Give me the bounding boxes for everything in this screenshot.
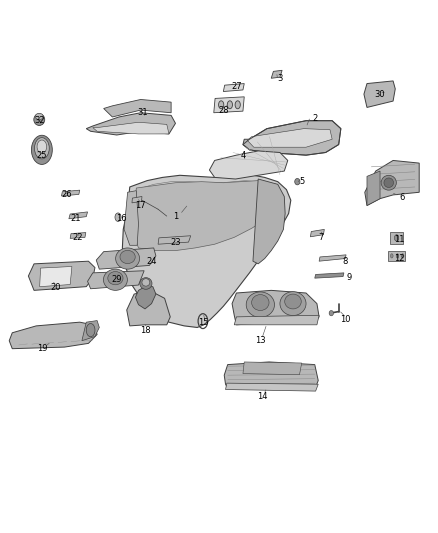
Polygon shape bbox=[214, 97, 244, 113]
Polygon shape bbox=[364, 81, 395, 108]
Bar bbox=[388, 251, 405, 261]
Ellipse shape bbox=[103, 269, 127, 290]
Text: 22: 22 bbox=[72, 233, 83, 242]
Ellipse shape bbox=[396, 254, 399, 258]
Ellipse shape bbox=[384, 178, 393, 188]
Polygon shape bbox=[96, 248, 156, 269]
Ellipse shape bbox=[246, 292, 275, 317]
Text: 6: 6 bbox=[399, 193, 404, 202]
Text: 24: 24 bbox=[146, 257, 157, 265]
Polygon shape bbox=[271, 70, 282, 78]
Polygon shape bbox=[124, 191, 138, 245]
Ellipse shape bbox=[120, 251, 135, 264]
Ellipse shape bbox=[116, 248, 140, 269]
Polygon shape bbox=[93, 122, 169, 134]
Text: 14: 14 bbox=[257, 392, 268, 401]
Polygon shape bbox=[253, 179, 285, 264]
Text: 7: 7 bbox=[318, 233, 324, 242]
Text: 3: 3 bbox=[277, 74, 283, 83]
Polygon shape bbox=[135, 287, 156, 309]
Ellipse shape bbox=[142, 279, 150, 286]
Ellipse shape bbox=[115, 213, 121, 221]
Text: 27: 27 bbox=[231, 82, 242, 91]
Polygon shape bbox=[133, 181, 280, 251]
Polygon shape bbox=[224, 362, 318, 390]
Polygon shape bbox=[86, 113, 176, 135]
Polygon shape bbox=[132, 197, 142, 203]
Polygon shape bbox=[247, 128, 332, 147]
Text: 2: 2 bbox=[312, 114, 318, 123]
Text: 4: 4 bbox=[240, 151, 246, 160]
Polygon shape bbox=[243, 120, 341, 155]
Ellipse shape bbox=[37, 140, 47, 154]
Ellipse shape bbox=[86, 324, 95, 337]
Text: 18: 18 bbox=[140, 326, 150, 335]
Polygon shape bbox=[319, 255, 346, 261]
Text: 31: 31 bbox=[138, 108, 148, 117]
Ellipse shape bbox=[252, 295, 269, 311]
Polygon shape bbox=[209, 151, 288, 179]
Polygon shape bbox=[223, 84, 244, 92]
Text: 11: 11 bbox=[394, 236, 405, 245]
Polygon shape bbox=[82, 320, 99, 341]
Ellipse shape bbox=[35, 138, 49, 159]
Ellipse shape bbox=[394, 235, 399, 241]
Polygon shape bbox=[367, 171, 380, 206]
Text: 25: 25 bbox=[36, 151, 47, 160]
Ellipse shape bbox=[280, 292, 306, 316]
Polygon shape bbox=[232, 290, 319, 325]
Text: 1: 1 bbox=[173, 212, 178, 221]
Polygon shape bbox=[69, 212, 88, 219]
Text: 8: 8 bbox=[343, 257, 348, 265]
Text: 28: 28 bbox=[218, 106, 229, 115]
Text: 19: 19 bbox=[38, 344, 48, 353]
Text: 12: 12 bbox=[394, 254, 405, 263]
Polygon shape bbox=[365, 160, 419, 206]
Polygon shape bbox=[88, 271, 144, 289]
Ellipse shape bbox=[235, 101, 240, 109]
Polygon shape bbox=[122, 175, 291, 327]
Text: 32: 32 bbox=[34, 116, 45, 125]
Text: 5: 5 bbox=[299, 177, 304, 186]
Ellipse shape bbox=[34, 114, 45, 125]
Ellipse shape bbox=[285, 294, 301, 309]
Ellipse shape bbox=[295, 179, 300, 185]
Polygon shape bbox=[226, 383, 318, 391]
Bar bbox=[390, 232, 403, 244]
Polygon shape bbox=[70, 232, 86, 238]
Text: 16: 16 bbox=[116, 214, 127, 223]
Ellipse shape bbox=[227, 101, 233, 109]
Ellipse shape bbox=[391, 254, 393, 258]
Polygon shape bbox=[104, 100, 171, 117]
Text: 13: 13 bbox=[255, 336, 266, 345]
Text: 26: 26 bbox=[61, 190, 72, 199]
Ellipse shape bbox=[381, 175, 396, 190]
Text: 21: 21 bbox=[70, 214, 81, 223]
Ellipse shape bbox=[35, 114, 43, 119]
Text: 10: 10 bbox=[340, 315, 350, 324]
Ellipse shape bbox=[108, 271, 123, 285]
Polygon shape bbox=[61, 190, 80, 196]
Polygon shape bbox=[243, 362, 302, 375]
Ellipse shape bbox=[329, 311, 333, 316]
Polygon shape bbox=[158, 236, 191, 244]
Ellipse shape bbox=[401, 254, 404, 258]
Polygon shape bbox=[28, 261, 95, 290]
Polygon shape bbox=[315, 273, 344, 278]
Text: 9: 9 bbox=[347, 272, 352, 281]
Ellipse shape bbox=[140, 278, 152, 289]
Ellipse shape bbox=[32, 135, 52, 165]
Polygon shape bbox=[9, 322, 97, 349]
Text: 29: 29 bbox=[112, 275, 122, 284]
Text: 23: 23 bbox=[170, 238, 181, 247]
Polygon shape bbox=[234, 316, 319, 325]
Text: 17: 17 bbox=[135, 201, 146, 210]
Text: 15: 15 bbox=[198, 318, 209, 327]
Text: 20: 20 bbox=[50, 283, 61, 292]
Polygon shape bbox=[311, 229, 324, 237]
Polygon shape bbox=[40, 266, 72, 287]
Polygon shape bbox=[127, 290, 170, 326]
Ellipse shape bbox=[219, 101, 224, 109]
Text: 30: 30 bbox=[375, 90, 385, 99]
